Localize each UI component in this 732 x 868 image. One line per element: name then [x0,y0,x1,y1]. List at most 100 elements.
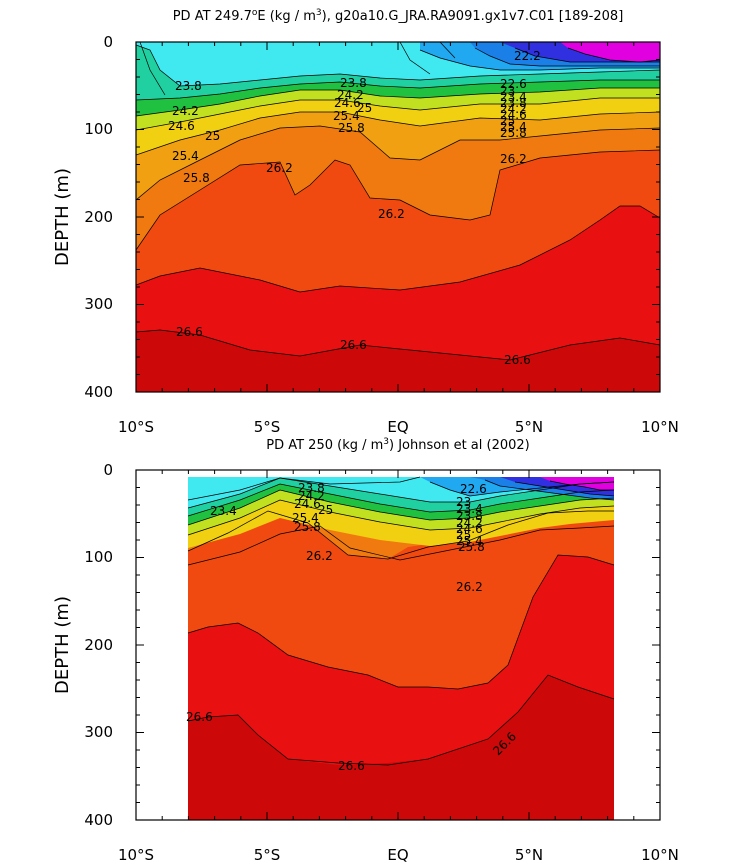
contour-line [136,111,660,156]
band-lt22 [560,42,660,62]
panel1-title: PD AT 249.7oE (kg / m3), g20a10.G_JRA.RA… [173,8,624,24]
contour-line [549,480,614,491]
contour-line [399,42,431,75]
contour-label: 25 [205,129,220,143]
contour-line [187,499,615,536]
panel2-y-axis-label: DEPTH (m) [52,596,73,694]
x-tick-label: 5°S [254,846,281,864]
contour-label: 25.8 [183,171,210,185]
contour-label: 23.8 [175,79,202,93]
x-tick-label: 10°S [118,846,154,864]
contour-label: 25.4 [456,534,483,548]
x-tick-label: 5°N [515,418,543,436]
panel-observations: PD AT 250 (kg / m3) Johnson et al (2002) [52,437,679,864]
contour-label: 24.2 [456,516,483,530]
contour-label: 25 [357,101,372,115]
panel1-y-tick-labels: 0 100 200 300 400 [84,33,113,401]
panel2-title: PD AT 250 (kg / m3) Johnson et al (2002) [266,437,530,453]
contour-label: 26.6 [504,353,531,367]
contour-label: 23.8 [340,76,367,90]
contour-label: 24.6 [456,522,483,536]
contour-line [136,97,660,131]
contour-label: 25 [456,528,471,542]
contour-label: 25 [500,114,515,128]
panel-model: PD AT 249.7oE (kg / m3), g20a10.G_JRA.RA… [52,8,679,436]
contour-line [187,489,615,526]
contour-line [136,329,660,361]
contour-line [187,554,615,690]
contour-label: 26.2 [456,580,483,594]
panel1-ticks [135,41,661,393]
contour-label: 26.2 [378,207,405,221]
panel1-contour-lines [136,42,660,361]
contour-line [187,476,421,501]
y-tick-label: 300 [84,723,113,741]
contour-line [136,149,660,251]
contour-line [567,47,660,63]
contour-line [439,42,456,59]
contour-label: 25.4 [333,109,360,123]
x-tick-label: 10°N [641,418,679,436]
panel2-contour-fill [187,476,615,820]
contour-label: 23.4 [456,502,483,516]
contour-label: 26.6 [340,338,367,352]
contour-line [136,44,660,87]
contour-line [187,483,615,517]
contour-line [514,481,615,497]
contour-label: 25 [318,503,333,517]
contour-label: 26.6 [176,325,203,339]
contour-label: 23.8 [298,481,325,495]
contour-line [484,479,615,501]
y-tick-label: 400 [84,811,113,829]
y-tick-label: 0 [103,461,113,479]
x-tick-label: EQ [387,846,408,864]
panel2-y-tick-labels: 0 100 200 300 400 [84,461,113,829]
contour-label: 24.6 [500,108,527,122]
band-23.8-24.2-main [188,478,614,516]
contour-label: 24.2 [500,102,527,116]
contour-label: 26.6 [338,759,365,773]
contour-label: 25.8 [338,121,365,135]
contour-label: 23 [456,495,471,509]
x-tick-label: 5°S [254,418,281,436]
band-24.2-24.6-main [188,484,614,525]
contour-line [429,481,615,497]
contour-label: 24.6 [294,497,321,511]
contour-line [136,79,660,101]
x-tick-label: 10°N [641,846,679,864]
contour-label: 26.2 [266,161,293,175]
contour-label: 25.8 [294,520,321,534]
y-tick-label: 200 [84,636,113,654]
panel2-contour-labels: 23.4 23.8 24.2 24.6 25 25.4 25.8 26.2 22… [186,481,519,773]
y-tick-label: 100 [84,120,113,138]
contour-label: 22.6 [500,77,527,91]
y-tick-label: 0 [103,33,113,51]
y-tick-label: 200 [84,208,113,226]
contour-label: 26.6 [186,710,213,724]
contour-label: 26.2 [500,152,527,166]
contour-line [514,47,660,63]
x-tick-label: 5°N [515,846,543,864]
contour-label: 22.6 [460,482,487,496]
panel1-contour-fill [136,42,660,392]
panel2-ticks [135,469,661,821]
contour-label: 23.8 [500,96,527,110]
y-tick-label: 400 [84,383,113,401]
panel1-x-tick-labels: 10°S 5°S EQ 5°N 10°N [118,418,679,436]
contour-line [136,205,660,293]
panel2-contour-lines [187,476,615,766]
x-tick-label: 10°S [118,418,154,436]
contour-label: 25.8 [458,540,485,554]
contour-line [187,525,615,566]
contour-label: 22.2 [514,49,541,63]
contour-line [474,47,660,67]
contour-label: 25.4 [292,511,319,525]
panel1-contour-labels: 23.8 24.2 24.6 25 25.4 25.8 26.2 23.8 24… [168,49,541,367]
contour-line [187,674,615,766]
panel2-x-tick-labels: 10°S 5°S EQ 5°N 10°N [118,846,679,864]
band-24.6-25-main [188,490,614,535]
contour-label: 23.8 [456,509,483,523]
contour-label: 23.4 [500,90,527,104]
panel1-y-axis-label: DEPTH (m) [52,168,73,266]
contour-label: 23 [500,84,515,98]
